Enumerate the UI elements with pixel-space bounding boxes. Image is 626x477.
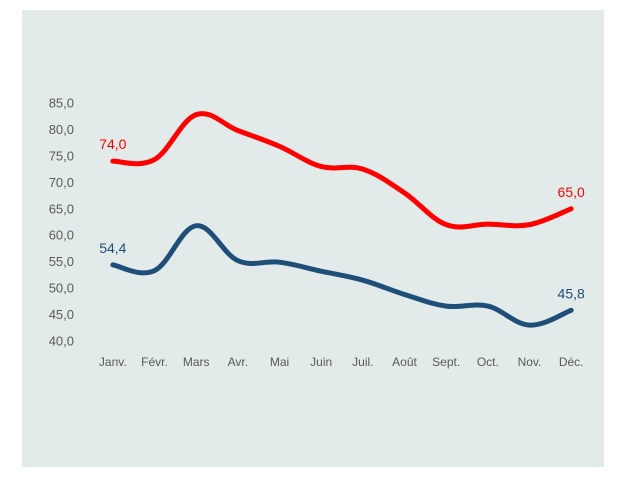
y-tick-label: 55,0 [49, 254, 74, 269]
x-tick-label: Juin [310, 355, 332, 369]
y-tick-label: 80,0 [49, 122, 74, 137]
x-tick-label: Oct. [477, 355, 499, 369]
x-tick-label: Sept. [432, 355, 460, 369]
chart-panel [22, 10, 604, 467]
series-layer [110, 111, 574, 328]
y-tick-label: 45,0 [49, 307, 74, 322]
data-label: 74,0 [99, 136, 126, 152]
data-label: 45,8 [558, 285, 585, 301]
x-axis: Janv. Févr. Mars Avr. Mai Juin Juil. Août Sept. O… [99, 355, 584, 369]
y-tick-label: 40,0 [49, 334, 74, 349]
y-tick-label: 60,0 [49, 228, 74, 243]
series-line-1 [110, 223, 574, 328]
x-tick-label: Nov. [518, 355, 542, 369]
y-tick-label: 75,0 [49, 148, 74, 163]
series-line-0 [110, 111, 574, 230]
data-label: 54,4 [99, 240, 126, 256]
x-tick-label: Févr. [141, 355, 168, 369]
x-tick-label: Mai [270, 355, 289, 369]
x-tick-label: Janv. [99, 355, 127, 369]
y-tick-label: 70,0 [49, 175, 74, 190]
x-tick-label: Août [392, 355, 417, 369]
y-tick-label: 65,0 [49, 201, 74, 216]
y-tick-label: 50,0 [49, 281, 74, 296]
data-labels: 74,0 65,0 54,4 45,8 [99, 136, 585, 301]
x-tick-label: Déc. [559, 355, 584, 369]
y-tick-label: 85,0 [49, 96, 74, 111]
y-axis: 40,0 45,0 50,0 55,0 60,0 65,0 70,0 75,0 80,0 85,0 [49, 96, 74, 349]
data-label: 65,0 [558, 184, 585, 200]
x-tick-label: Avr. [228, 355, 248, 369]
x-tick-label: Juil. [352, 355, 373, 369]
x-tick-label: Mars [183, 355, 210, 369]
